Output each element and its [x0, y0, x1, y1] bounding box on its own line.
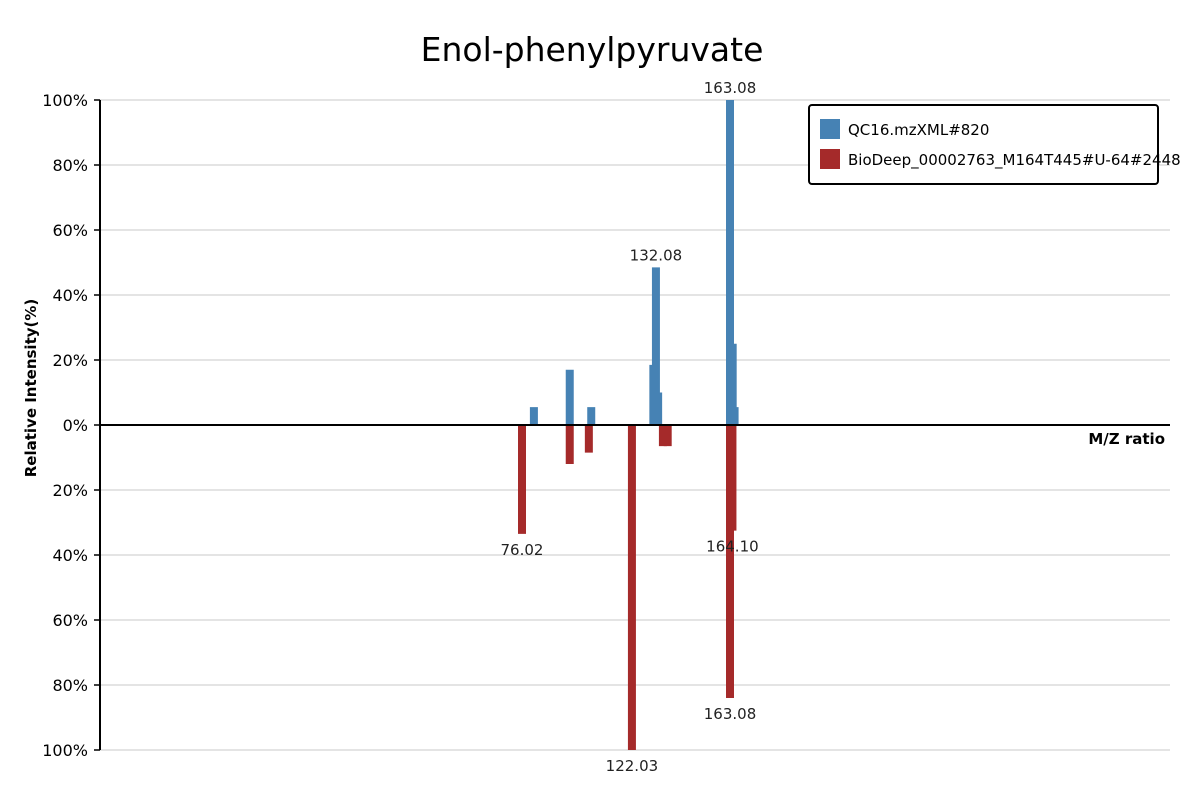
- peak-label: 163.08: [704, 79, 757, 97]
- y-tick-label: 80%: [52, 156, 88, 175]
- peak-bars: [518, 100, 739, 750]
- y-tick-label: 40%: [52, 546, 88, 565]
- peak-bar: [518, 425, 526, 534]
- legend: QC16.mzXML#820 BioDeep_00002763_M164T445…: [808, 104, 1181, 185]
- y-tick-label: 0%: [63, 416, 88, 435]
- x-axis-label: M/Z ratio: [1088, 430, 1165, 448]
- peak-label: 122.03: [606, 757, 659, 775]
- peak-bar: [565, 369, 574, 425]
- peak-labels: 132.08 163.08 76.02 122.03 163.08 164.10: [501, 79, 759, 775]
- peak-bar: [726, 425, 734, 698]
- y-tick-label: 100%: [42, 741, 88, 760]
- peak-label: 132.08: [630, 246, 683, 264]
- peak-label: 164.10: [706, 538, 759, 556]
- peak-bar: [654, 392, 663, 425]
- peak-bar: [529, 407, 538, 425]
- legend-label-biodeep: BioDeep_00002763_M164T445#U-64#2448: [848, 151, 1181, 170]
- axes: [99, 100, 1170, 750]
- peak-bar: [651, 267, 660, 425]
- y-tick-label: 100%: [42, 91, 88, 110]
- peak-bar: [584, 425, 593, 453]
- y-tick-label: 80%: [52, 676, 88, 695]
- y-tick-label: 40%: [52, 286, 88, 305]
- y-tick-label: 20%: [52, 481, 88, 500]
- peak-bar: [726, 100, 734, 425]
- legend-box: [808, 104, 1159, 185]
- peak-bar: [728, 425, 737, 531]
- peak-bar: [658, 425, 667, 447]
- peak-bar: [728, 343, 737, 425]
- chart-title: Enol-phenylpyruvate: [421, 30, 764, 69]
- peak-bar: [730, 407, 739, 425]
- y-tick-label: 20%: [52, 351, 88, 370]
- peak-label: 163.08: [704, 705, 757, 723]
- y-tick-label: 60%: [52, 221, 88, 240]
- y-tick-label: 60%: [52, 611, 88, 630]
- legend-swatch-qc16: [820, 119, 840, 139]
- peak-bar: [663, 425, 672, 447]
- peak-label: 76.02: [501, 541, 544, 559]
- peak-bar: [587, 407, 596, 425]
- legend-swatch-biodeep: [820, 149, 840, 169]
- peak-bar: [627, 425, 636, 750]
- legend-label-qc16: QC16.mzXML#820: [848, 121, 989, 139]
- y-axis-label: Relative Intensity(%): [22, 299, 40, 478]
- y-tick-labels: 100% 80% 60% 40% 20% 0% 20% 40% 60% 80% 100%: [42, 91, 100, 760]
- peak-bar: [565, 425, 574, 464]
